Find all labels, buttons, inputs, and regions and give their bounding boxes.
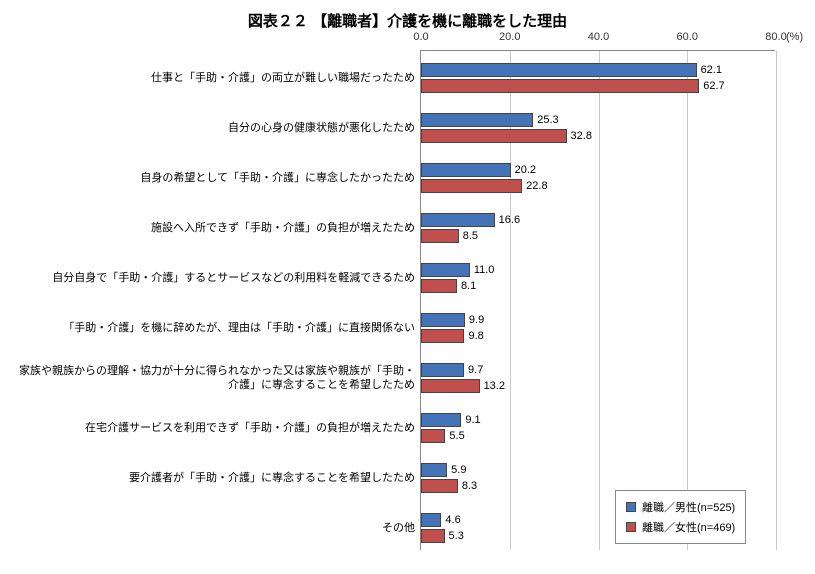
bar-male <box>421 63 697 77</box>
value-label-male: 9.7 <box>464 363 483 377</box>
bar-female <box>421 329 464 343</box>
chart-title: 図表２２ 【離職者】介護を機に離職をした理由 <box>0 0 815 31</box>
value-label-male: 25.3 <box>533 113 558 127</box>
bar-male <box>421 163 511 177</box>
bar-male <box>421 213 495 227</box>
value-label-female: 62.7 <box>699 79 724 93</box>
grid-line <box>776 51 777 550</box>
value-label-female: 8.3 <box>458 479 477 493</box>
value-label-male: 62.1 <box>697 63 722 77</box>
value-label-male: 9.1 <box>461 413 480 427</box>
bar-female <box>421 229 459 243</box>
category-label: 施設へ入所できず「手助・介護」の負担が増えたため <box>15 213 415 243</box>
legend-label-female: 離職／女性(n=469) <box>642 519 735 535</box>
category-label: 在宅介護サービスを利用できず「手助・介護」の負担が増えたため <box>15 413 415 443</box>
value-label-female: 8.5 <box>459 229 478 243</box>
value-label-male: 5.9 <box>447 463 466 477</box>
value-label-male: 4.6 <box>441 513 460 527</box>
bar-male <box>421 463 447 477</box>
legend-row-male: 離職／男性(n=525) <box>626 497 735 517</box>
bar-female <box>421 279 457 293</box>
bar-male <box>421 363 464 377</box>
bar-male <box>421 263 470 277</box>
category-label: その他 <box>15 513 415 543</box>
grid-line <box>599 51 600 550</box>
category-label: 自分自身で「手助・介護」するとサービスなどの利用料を軽減できるため <box>15 263 415 293</box>
value-label-male: 11.0 <box>470 263 495 277</box>
category-label: 家族や親族からの理解・協力が十分に得られなかった又は家族や親族が「手助・介護」に… <box>15 363 415 393</box>
value-label-male: 20.2 <box>511 163 536 177</box>
legend-swatch-male <box>626 502 636 512</box>
bar-male <box>421 313 465 327</box>
x-tick-label: 40.0 <box>588 31 609 43</box>
value-label-female: 5.3 <box>445 529 464 543</box>
legend-swatch-female <box>626 522 636 532</box>
bar-female <box>421 479 458 493</box>
bar-female <box>421 429 445 443</box>
category-label: 自身の希望として「手助・介護」に専念したかったため <box>15 163 415 193</box>
legend-row-female: 離職／女性(n=469) <box>626 517 735 537</box>
legend: 離職／男性(n=525) 離職／女性(n=469) <box>615 490 746 544</box>
value-label-male: 9.9 <box>465 313 484 327</box>
bar-female <box>421 529 445 543</box>
value-label-female: 22.8 <box>522 179 547 193</box>
value-label-female: 32.8 <box>567 129 592 143</box>
category-label: 仕事と「手助・介護」の両立が難しい職場だったため <box>15 63 415 93</box>
plot-area: (%) 0.020.040.060.080.0仕事と「手助・介護」の両立が難しい… <box>420 50 775 550</box>
category-label: 「手助・介護」を機に辞めたが、理由は「手助・介護」に直接関係ない <box>15 313 415 343</box>
x-tick-label: 80.0 <box>765 31 786 43</box>
bar-female <box>421 129 567 143</box>
category-label: 要介護者が「手助・介護」に専念することを希望したため <box>15 463 415 493</box>
x-tick-label: 60.0 <box>677 31 698 43</box>
value-label-male: 16.6 <box>495 213 520 227</box>
value-label-female: 5.5 <box>445 429 464 443</box>
x-tick-label: 0.0 <box>413 31 428 43</box>
chart-area: (%) 0.020.040.060.080.0仕事と「手助・介護」の両立が難しい… <box>20 40 800 560</box>
bar-female <box>421 179 522 193</box>
value-label-female: 8.1 <box>457 279 476 293</box>
bar-male <box>421 413 461 427</box>
bar-female <box>421 379 480 393</box>
x-tick-label: 20.0 <box>499 31 520 43</box>
bar-female <box>421 79 699 93</box>
grid-line <box>687 51 688 550</box>
bar-male <box>421 513 441 527</box>
category-label: 自分の心身の健康状態が悪化したため <box>15 113 415 143</box>
legend-label-male: 離職／男性(n=525) <box>642 499 735 515</box>
x-axis-unit: (%) <box>786 31 803 43</box>
value-label-female: 13.2 <box>480 379 505 393</box>
value-label-female: 9.8 <box>464 329 483 343</box>
bar-male <box>421 113 533 127</box>
